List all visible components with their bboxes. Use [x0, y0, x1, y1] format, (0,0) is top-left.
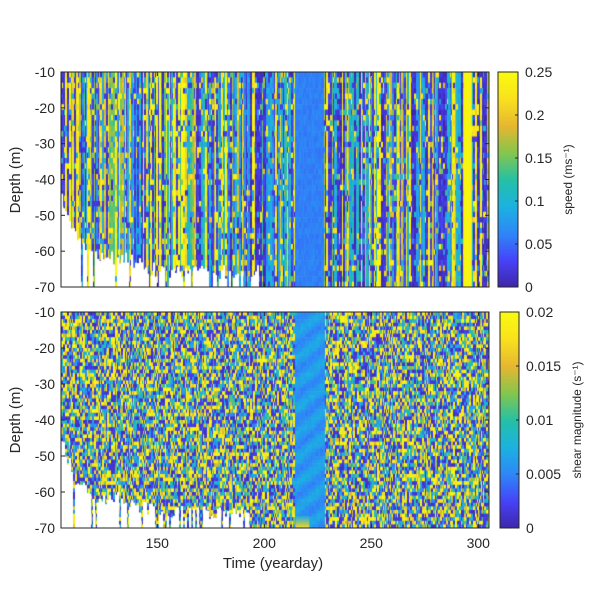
- colorbar-tick-label: 0.1: [525, 193, 545, 209]
- colorbar-tick-label: 0.02: [526, 304, 553, 320]
- colorbar-tick-label: 0: [526, 520, 534, 536]
- colorbar-tick-label: 0.25: [525, 64, 552, 80]
- colorbar-label: speed (ms⁻¹): [561, 144, 575, 214]
- y-tick-label: -50: [35, 448, 55, 464]
- heatmap-field: [61, 312, 489, 528]
- y-tick-label: -60: [35, 243, 55, 259]
- x-tick-label: 150: [146, 535, 170, 551]
- y-tick-label: -50: [35, 207, 55, 223]
- x-tick-label: 300: [467, 535, 491, 551]
- shear-panel: -10 -20 -30 -40 -50 -60 -70 150 200 250 300 0 0.005 0…: [35, 304, 584, 551]
- y-tick-label: -20: [35, 340, 55, 356]
- y-tick-label: -20: [35, 100, 55, 116]
- x-axis-label: Time (yearday): [223, 555, 323, 572]
- y-tick-label: -10: [35, 64, 55, 80]
- colorbar-tick-label: 0.05: [525, 236, 552, 252]
- x-tick-label: 250: [360, 535, 384, 551]
- y-tick-label: -30: [35, 376, 55, 392]
- y-axis-label-bottom: Depth (m): [7, 387, 24, 454]
- x-tick-label: 200: [253, 535, 277, 551]
- y-tick-label: -60: [35, 484, 55, 500]
- colorbar-tick-label: 0.005: [526, 466, 561, 482]
- heatmap-field: [61, 72, 489, 287]
- colorbar-tick-label: 0.015: [526, 358, 561, 374]
- colorbar: [498, 72, 518, 287]
- colorbar-frame: [497, 71, 519, 288]
- colorbar-label: shear magnitude (s⁻¹): [570, 361, 584, 478]
- y-axis-label-top: Depth (m): [7, 147, 24, 214]
- speed-panel: -10 -20 -30 -40 -50 -60 -70 0 0.05 0.1 0.15 0.2 0.25…: [35, 64, 575, 295]
- colorbar-tick-label: 0.01: [526, 412, 553, 428]
- colorbar-tick-label: 0.15: [525, 150, 552, 166]
- y-tick-label: -40: [35, 172, 55, 188]
- colorbar: [500, 312, 519, 528]
- y-tick-label: -10: [35, 304, 55, 320]
- y-tick-label: -40: [35, 412, 55, 428]
- y-tick-label: -70: [35, 520, 55, 536]
- colorbar-tick-label: 0.2: [525, 107, 545, 123]
- colorbar-tick-label: 0: [525, 279, 533, 295]
- y-tick-label: -70: [35, 279, 55, 295]
- y-tick-label: -30: [35, 136, 55, 152]
